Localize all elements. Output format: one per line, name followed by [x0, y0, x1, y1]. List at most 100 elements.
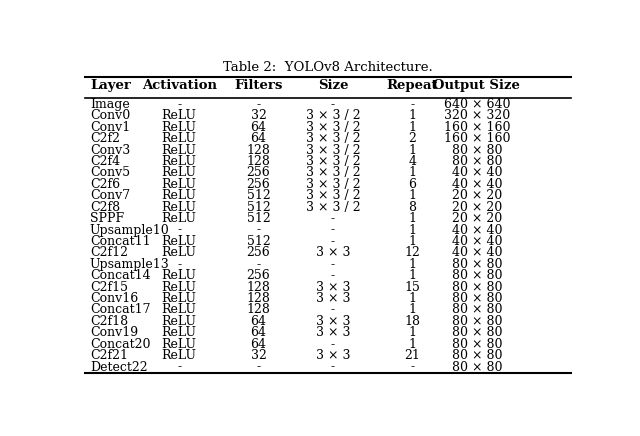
Text: 4: 4 [408, 155, 417, 168]
Text: -: - [331, 269, 335, 282]
Text: ReLU: ReLU [162, 155, 196, 168]
Text: 640 × 640: 640 × 640 [444, 98, 510, 111]
Text: ReLU: ReLU [162, 315, 196, 328]
Text: Filters: Filters [234, 79, 283, 92]
Text: C2f21: C2f21 [90, 349, 128, 362]
Text: 80 × 80: 80 × 80 [452, 269, 502, 282]
Text: Output Size: Output Size [433, 79, 520, 92]
Text: ReLU: ReLU [162, 235, 196, 248]
Text: ReLU: ReLU [162, 338, 196, 351]
Text: ReLU: ReLU [162, 246, 196, 259]
Text: ReLU: ReLU [162, 326, 196, 339]
Text: 1: 1 [408, 326, 417, 339]
Text: Image: Image [90, 98, 130, 111]
Text: 80 × 80: 80 × 80 [452, 258, 502, 271]
Text: ReLU: ReLU [162, 178, 196, 191]
Text: 256: 256 [246, 178, 271, 191]
Text: -: - [331, 235, 335, 248]
Text: 3 × 3 / 2: 3 × 3 / 2 [306, 109, 360, 123]
Text: ReLU: ReLU [162, 189, 196, 202]
Text: 80 × 80: 80 × 80 [452, 349, 502, 362]
Text: 3 × 3: 3 × 3 [316, 315, 350, 328]
Text: -: - [331, 258, 335, 271]
Text: Conv7: Conv7 [90, 189, 130, 202]
Text: -: - [331, 338, 335, 351]
Text: 1: 1 [408, 212, 417, 225]
Text: ReLU: ReLU [162, 212, 196, 225]
Text: Conv16: Conv16 [90, 292, 138, 305]
Text: -: - [331, 224, 335, 237]
Text: C2f4: C2f4 [90, 155, 120, 168]
Text: 1: 1 [408, 224, 417, 237]
Text: Conv5: Conv5 [90, 167, 130, 180]
Text: -: - [177, 258, 181, 271]
Text: SPPF: SPPF [90, 212, 124, 225]
Text: -: - [331, 303, 335, 317]
Text: -: - [410, 98, 414, 111]
Text: Upsample13: Upsample13 [90, 258, 170, 271]
Text: Conv19: Conv19 [90, 326, 138, 339]
Text: 64: 64 [251, 338, 267, 351]
Text: -: - [331, 212, 335, 225]
Text: 40 × 40: 40 × 40 [452, 235, 502, 248]
Text: 80 × 80: 80 × 80 [452, 143, 502, 157]
Text: 40 × 40: 40 × 40 [452, 246, 502, 259]
Text: 512: 512 [246, 235, 271, 248]
Text: 3 × 3: 3 × 3 [316, 281, 350, 293]
Text: 512: 512 [246, 189, 271, 202]
Text: -: - [177, 224, 181, 237]
Text: Repeat: Repeat [387, 79, 438, 92]
Text: 1: 1 [408, 235, 417, 248]
Text: 18: 18 [404, 315, 420, 328]
Text: Conv0: Conv0 [90, 109, 130, 123]
Text: ReLU: ReLU [162, 349, 196, 362]
Text: ReLU: ReLU [162, 143, 196, 157]
Text: Conv3: Conv3 [90, 143, 130, 157]
Text: Concat14: Concat14 [90, 269, 150, 282]
Text: 8: 8 [408, 201, 417, 214]
Text: 64: 64 [251, 132, 267, 145]
Text: 40 × 40: 40 × 40 [452, 224, 502, 237]
Text: -: - [257, 361, 260, 374]
Text: 80 × 80: 80 × 80 [452, 292, 502, 305]
Text: 256: 256 [246, 167, 271, 180]
Text: 64: 64 [251, 326, 267, 339]
Text: 512: 512 [246, 201, 271, 214]
Text: 21: 21 [404, 349, 420, 362]
Text: 80 × 80: 80 × 80 [452, 361, 502, 374]
Text: 80 × 80: 80 × 80 [452, 338, 502, 351]
Text: C2f18: C2f18 [90, 315, 128, 328]
Text: -: - [410, 361, 414, 374]
Text: 15: 15 [404, 281, 420, 293]
Text: Concat11: Concat11 [90, 235, 150, 248]
Text: 3 × 3 / 2: 3 × 3 / 2 [306, 201, 360, 214]
Text: 320 × 320: 320 × 320 [444, 109, 510, 123]
Text: C2f6: C2f6 [90, 178, 120, 191]
Text: -: - [257, 224, 260, 237]
Text: 1: 1 [408, 338, 417, 351]
Text: -: - [331, 98, 335, 111]
Text: 3 × 3: 3 × 3 [316, 246, 350, 259]
Text: 3 × 3 / 2: 3 × 3 / 2 [306, 189, 360, 202]
Text: 160 × 160: 160 × 160 [444, 121, 510, 134]
Text: ReLU: ReLU [162, 132, 196, 145]
Text: -: - [257, 258, 260, 271]
Text: 1: 1 [408, 109, 417, 123]
Text: ReLU: ReLU [162, 281, 196, 293]
Text: ReLU: ReLU [162, 269, 196, 282]
Text: 1: 1 [408, 303, 417, 317]
Text: 3 × 3: 3 × 3 [316, 292, 350, 305]
Text: ReLU: ReLU [162, 201, 196, 214]
Text: 20 × 20: 20 × 20 [452, 212, 502, 225]
Text: 80 × 80: 80 × 80 [452, 155, 502, 168]
Text: 3 × 3: 3 × 3 [316, 326, 350, 339]
Text: 80 × 80: 80 × 80 [452, 315, 502, 328]
Text: -: - [331, 361, 335, 374]
Text: 20 × 20: 20 × 20 [452, 201, 502, 214]
Text: 3 × 3 / 2: 3 × 3 / 2 [306, 167, 360, 180]
Text: 20 × 20: 20 × 20 [452, 189, 502, 202]
Text: 40 × 40: 40 × 40 [452, 167, 502, 180]
Text: 64: 64 [251, 121, 267, 134]
Text: 3 × 3 / 2: 3 × 3 / 2 [306, 132, 360, 145]
Text: 1: 1 [408, 143, 417, 157]
